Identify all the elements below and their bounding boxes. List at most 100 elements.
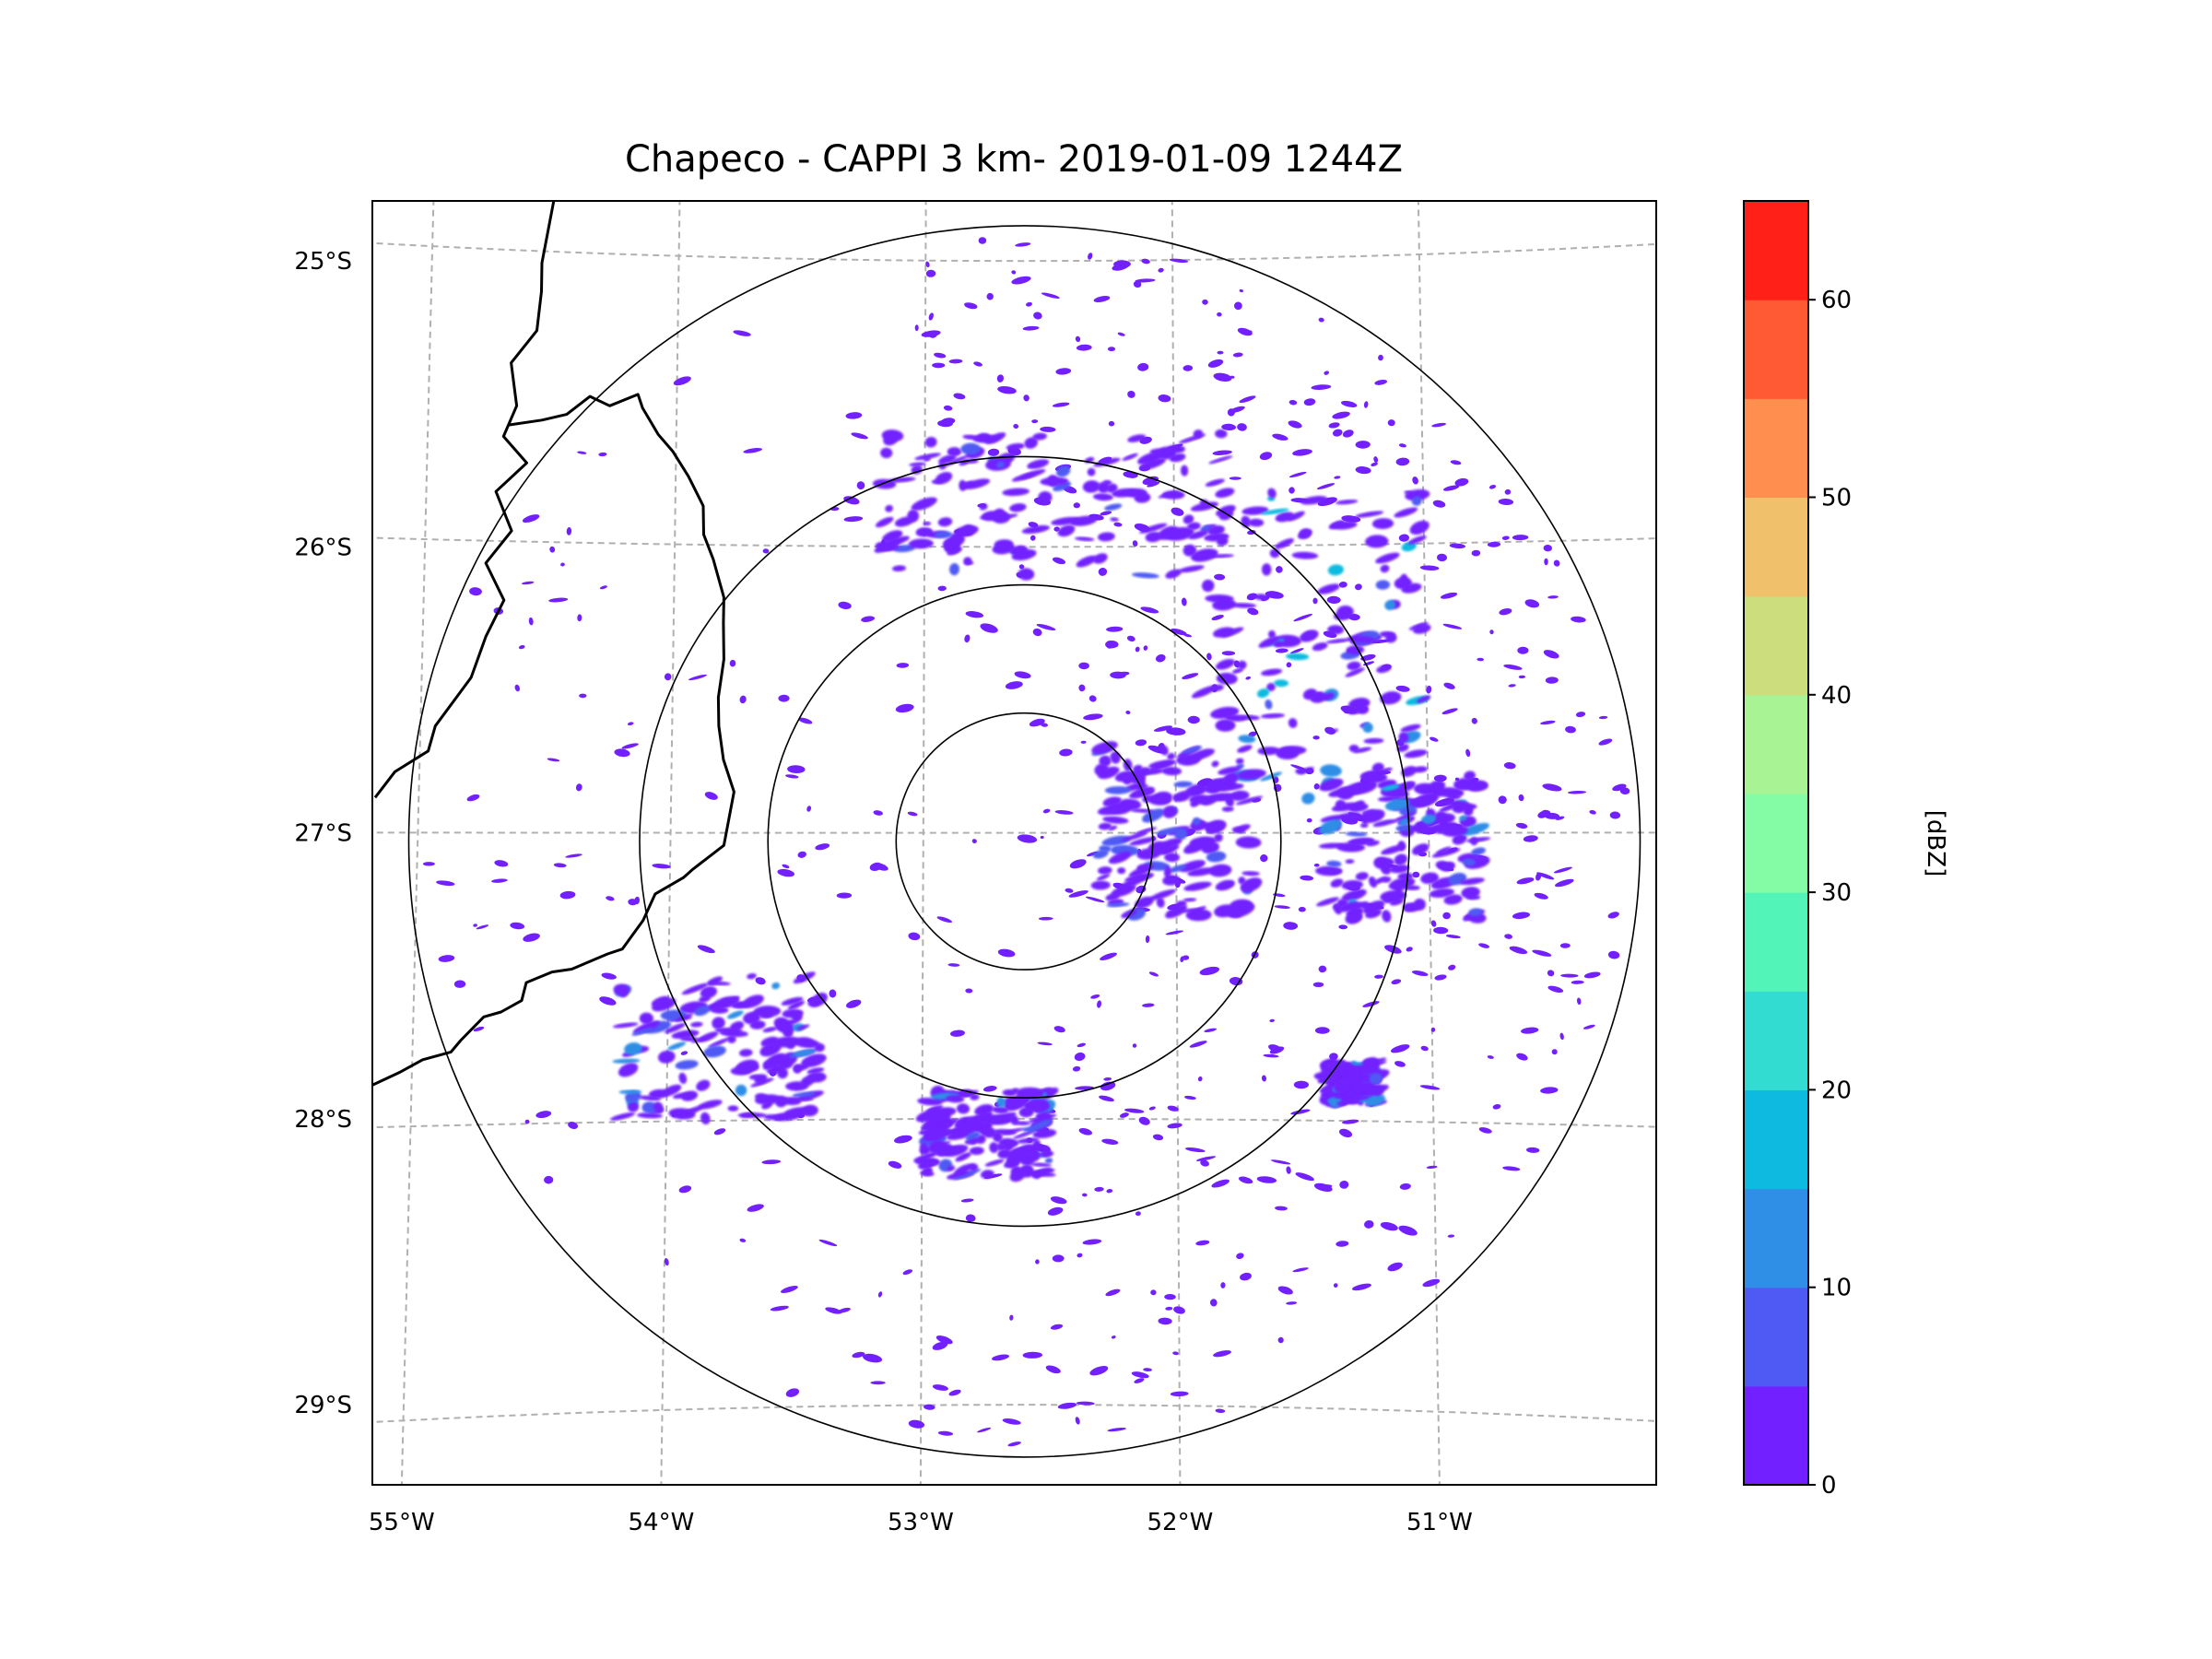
echo-cell — [781, 996, 804, 1006]
echo-cell — [1382, 894, 1399, 903]
echo-cell — [970, 1138, 978, 1145]
echo-speck — [1387, 419, 1395, 427]
echo-speck — [1052, 1254, 1065, 1263]
echo-speck — [1501, 535, 1510, 540]
echo-speck — [1583, 971, 1601, 979]
echo-cell — [1121, 831, 1148, 841]
echo-speck — [1607, 912, 1619, 919]
echo-cell — [1231, 667, 1243, 674]
echo-speck — [1099, 1095, 1114, 1102]
echo-speck — [1206, 653, 1212, 661]
echo-speck — [1411, 971, 1429, 976]
echo-cell — [1328, 788, 1352, 797]
echo-speck — [1443, 485, 1460, 491]
echo-speck — [932, 1341, 948, 1350]
echo-cell — [969, 1147, 984, 1156]
echo-cell — [1108, 852, 1132, 865]
echo-cell — [1215, 429, 1228, 439]
echo-cell — [664, 1022, 686, 1034]
echo-speck — [614, 748, 630, 758]
echo-cell — [1091, 741, 1118, 754]
echo-cell — [637, 1112, 663, 1119]
echo-speck — [1002, 1418, 1021, 1425]
echo-speck — [787, 765, 806, 774]
echo-speck — [1240, 1272, 1252, 1281]
echo-cell — [1435, 846, 1452, 854]
echo-cell — [782, 1008, 804, 1018]
colorbar-tick-label: 20 — [1821, 1077, 1852, 1104]
echo-speck — [601, 972, 617, 980]
echo-speck — [535, 1111, 552, 1119]
echo-cell — [1212, 598, 1236, 611]
echo-speck — [1230, 406, 1245, 413]
echo-cell — [1414, 821, 1427, 833]
echo-cell — [963, 557, 972, 566]
echo-cell — [1003, 1096, 1028, 1109]
echo-cell — [720, 1030, 748, 1038]
echo-cell — [956, 1103, 971, 1114]
echo-speck — [1113, 522, 1123, 527]
echo-cell — [1149, 888, 1176, 900]
echo-cell — [1385, 632, 1397, 643]
echo-speck — [1023, 394, 1030, 402]
echo-cell — [1070, 515, 1098, 526]
range-ring — [895, 712, 1154, 971]
echo-cell — [1404, 902, 1418, 912]
echo-cell — [1230, 790, 1250, 801]
echo-cell — [1408, 622, 1429, 630]
echo-speck — [1259, 452, 1273, 461]
echo-speck — [1041, 723, 1048, 727]
echo-speck — [1055, 368, 1072, 375]
echo-cell — [762, 1027, 778, 1033]
echo-cell — [1138, 873, 1155, 881]
echo-speck — [782, 864, 790, 869]
echo-speck — [1158, 267, 1164, 273]
echo-speck — [1272, 433, 1288, 441]
echo-cell — [874, 539, 901, 553]
echo-cell — [1110, 517, 1119, 522]
echo-speck — [877, 1291, 883, 1298]
echo-speck — [1442, 623, 1463, 629]
echo-speck — [845, 412, 863, 419]
echo-speck — [1132, 1043, 1137, 1048]
echo-cell — [1156, 827, 1180, 836]
echo-speck — [1053, 1026, 1065, 1033]
echo-cell — [1394, 853, 1407, 865]
echo-cell — [1350, 1088, 1363, 1098]
echo-speck — [785, 774, 799, 779]
echo-speck — [1026, 301, 1032, 307]
echo-speck — [1355, 441, 1371, 449]
echo-speck — [1303, 398, 1316, 406]
echo-speck — [1314, 1027, 1330, 1034]
echo-cell — [619, 990, 628, 998]
echo-speck — [1142, 1003, 1155, 1007]
colorbar-ticks: 0 10 20 30 40 50 60 — [1808, 287, 1852, 1500]
echo-speck — [1341, 515, 1361, 523]
echo-speck — [829, 989, 837, 998]
echo-cell — [1040, 477, 1069, 487]
echo-speck — [1148, 971, 1159, 977]
echo-cell — [1300, 629, 1319, 642]
echo-speck — [1378, 354, 1383, 361]
echo-cell — [1053, 481, 1071, 492]
colorbar-band — [1744, 398, 1808, 499]
echo-cell — [624, 1042, 642, 1055]
echo-cell — [1452, 833, 1467, 845]
y-tick-label: 28°S — [294, 1106, 352, 1134]
echo-cell — [712, 1017, 725, 1030]
echo-cell — [1159, 745, 1169, 756]
echo-speck — [1045, 1365, 1061, 1374]
echo-cell — [1258, 636, 1279, 648]
echo-speck — [836, 892, 853, 899]
echo-speck — [1448, 964, 1456, 971]
echo-cell — [1006, 1147, 1025, 1159]
echo-speck — [1124, 1108, 1145, 1113]
echo-cell — [1002, 488, 1030, 497]
echo-cell — [1087, 467, 1096, 477]
echo-speck — [713, 1128, 726, 1135]
echo-cell — [1390, 811, 1418, 823]
echo-cell — [1376, 665, 1392, 674]
echo-speck — [598, 452, 607, 457]
echo-speck — [1471, 717, 1477, 724]
echo-speck — [1355, 466, 1371, 475]
